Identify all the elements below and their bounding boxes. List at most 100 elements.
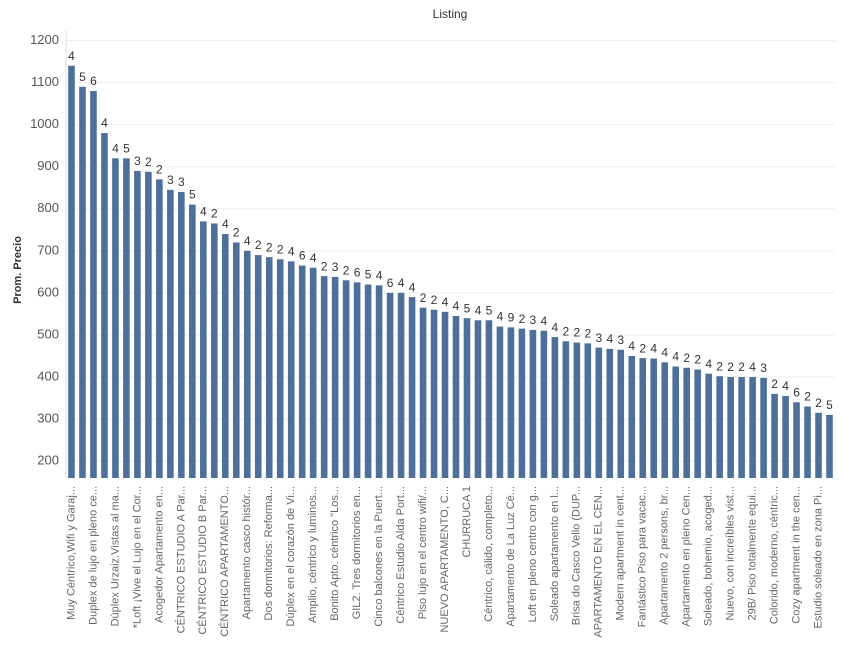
y-tick-label: 800 xyxy=(37,200,59,215)
y-tick-label: 200 xyxy=(37,453,59,468)
bar-count-label: 2 xyxy=(716,359,723,373)
bar xyxy=(826,414,833,478)
bar xyxy=(771,393,778,478)
bar-count-label: 2 xyxy=(233,226,240,240)
bar xyxy=(518,328,526,478)
bar-count-label: 2 xyxy=(584,327,591,341)
bar-count-label: 4 xyxy=(222,217,229,231)
bar-count-label: 4 xyxy=(661,345,668,359)
x-tick-label: Estudio soleado en zona Pi... xyxy=(812,486,824,628)
x-tick-label: CÉNTRICO APARTAMENTO... xyxy=(218,486,231,637)
bar-count-label: 2 xyxy=(727,360,734,374)
bar-count-label: 4 xyxy=(288,245,295,259)
bar xyxy=(167,189,174,478)
bar-count-label: 2 xyxy=(321,259,328,273)
bar xyxy=(309,267,317,478)
x-tick-label: Muy Céntrico,Wifi y Garaj... xyxy=(65,486,77,620)
bar-count-label: 2 xyxy=(211,207,218,221)
x-tick-label: Fantástico Piso para vacac... xyxy=(637,486,649,627)
bar xyxy=(90,90,97,479)
bar-count-label: 4 xyxy=(749,360,756,374)
bar xyxy=(123,158,130,478)
x-tick-label: Acogedor Apartamento en... xyxy=(153,486,165,623)
y-tick-label: 500 xyxy=(37,326,59,341)
bar-count-label: 4 xyxy=(68,49,75,63)
x-tick-label: Cinco balcones en la Puert... xyxy=(373,486,385,627)
bar-count-label: 2 xyxy=(255,238,262,252)
bar xyxy=(134,170,141,479)
bar xyxy=(112,158,119,478)
bar xyxy=(694,369,701,478)
x-tick-label: Bonito Apto. céntrico "Los... xyxy=(329,486,341,621)
y-tick-label: 1100 xyxy=(31,74,59,89)
bar-count-label: 4 xyxy=(672,350,679,364)
bar xyxy=(287,261,295,478)
bar xyxy=(793,402,800,478)
x-tick-label: NUEVO APARTAMENTO, C... xyxy=(439,486,451,633)
bar xyxy=(441,311,449,478)
bar xyxy=(101,133,108,478)
bar xyxy=(397,292,405,478)
x-tick-label: CÉNTRICO ESTUDIO A Par... xyxy=(174,486,187,633)
bar xyxy=(760,377,767,478)
x-tick-label: Brisa do Casco Vello (DUP... xyxy=(571,486,583,625)
bar-count-label: 4 xyxy=(628,339,635,353)
bar-count-label: 2 xyxy=(277,242,284,256)
bar xyxy=(145,171,152,478)
bar-count-label: 4 xyxy=(650,342,657,356)
chart-title: Listing xyxy=(433,7,468,21)
bar-count-label: 5 xyxy=(123,141,130,155)
y-axis-label: Prom. Precio xyxy=(12,236,24,304)
bar-count-label: 5 xyxy=(464,301,471,315)
bar xyxy=(232,242,240,478)
x-tick-label: Dúplex Urzaiz.Vistas al ma... xyxy=(109,486,121,626)
bar xyxy=(79,86,86,479)
bar-count-label: 6 xyxy=(90,74,97,88)
x-tick-label: Amplio, céntrico y luminos... xyxy=(307,486,319,623)
bar-count-label: 2 xyxy=(694,353,701,367)
bar xyxy=(738,377,745,478)
bar-count-label: 3 xyxy=(167,173,174,187)
bar-count-label: 5 xyxy=(79,70,86,84)
bar xyxy=(298,265,306,478)
bar-count-label: 3 xyxy=(332,260,339,274)
bar xyxy=(419,307,427,478)
bar-count-label: 5 xyxy=(826,398,833,412)
x-tick-label: Cozy apartment in the cen... xyxy=(790,486,802,624)
bar-count-label: 2 xyxy=(519,312,526,326)
bar-count-label: 4 xyxy=(310,251,317,265)
bar xyxy=(189,204,196,479)
bar-count-label: 4 xyxy=(101,116,108,130)
bar xyxy=(408,297,416,478)
bar-count-label: 2 xyxy=(563,324,570,338)
bar-count-label: 9 xyxy=(508,311,515,325)
x-tick-label: Duplex de lujo en pleno ce... xyxy=(87,486,99,625)
bar xyxy=(156,179,163,479)
bar xyxy=(463,318,471,478)
bar xyxy=(375,285,383,478)
x-tick-label: Céntrico, cálido, completo... xyxy=(483,486,495,622)
bar-count-label: 4 xyxy=(497,310,504,324)
x-tick-label: Apartamento casco histór... xyxy=(241,486,253,619)
y-tick-label: 600 xyxy=(37,284,59,299)
bar-count-label: 4 xyxy=(244,234,251,248)
y-tick-label: 900 xyxy=(37,158,59,173)
bar-count-label: 6 xyxy=(793,385,800,399)
bar-count-label: 4 xyxy=(541,314,548,328)
bar xyxy=(551,337,559,478)
bar xyxy=(200,221,207,479)
y-tick-label: 700 xyxy=(37,242,59,257)
bar-count-label: 4 xyxy=(112,141,119,155)
x-tick-label: Colorido, moderno, céntric... xyxy=(768,486,780,624)
x-tick-label: APARTAMENTO EN EL CEN... xyxy=(593,486,605,638)
bar-count-label: 4 xyxy=(409,280,416,294)
x-tick-label: Soleado, bohemio, acoged... xyxy=(703,486,715,626)
bar-count-label: 2 xyxy=(683,351,690,365)
x-tick-label: CHURRUCA 1 xyxy=(461,486,473,558)
bar xyxy=(782,395,789,478)
bar-count-label: 2 xyxy=(420,291,427,305)
x-tick-label: Apartamento 2 persons, br... xyxy=(659,486,671,625)
bar-count-label: 4 xyxy=(552,320,559,334)
bar xyxy=(672,366,680,478)
bar xyxy=(364,284,372,478)
